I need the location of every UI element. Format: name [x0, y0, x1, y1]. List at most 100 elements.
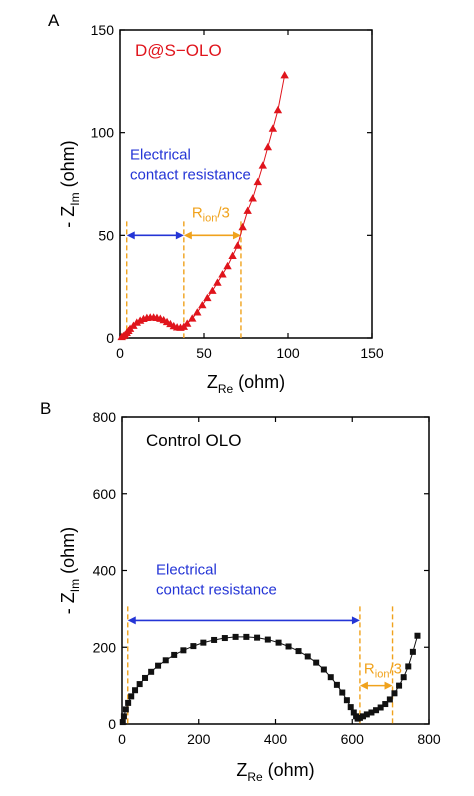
data-point [347, 704, 354, 711]
y-tick-label: 0 [106, 330, 114, 346]
y-axis-label-unit: (ohm) [58, 140, 78, 192]
y-axis-label: - ZIm (ohm) [58, 140, 82, 227]
x-tick-label: 0 [116, 345, 124, 361]
y-tick-label: 200 [93, 639, 117, 655]
chart-title: D@S−OLO [135, 41, 222, 60]
data-point [243, 206, 252, 214]
data-point [183, 319, 192, 327]
series-line [121, 75, 286, 338]
data-point [233, 241, 242, 249]
data-point [243, 633, 250, 640]
x-axis-label-sub: Re [218, 382, 234, 396]
electrical-resistance-label-line1: Electrical [130, 146, 191, 163]
data-point [200, 639, 207, 646]
y-tick-label: 800 [93, 409, 117, 425]
data-point [268, 124, 278, 132]
data-point [320, 666, 327, 673]
x-tick-label: 400 [264, 731, 288, 747]
y-axis-label-sub: Im [68, 192, 82, 205]
data-point [258, 161, 267, 169]
x-tick-label: 200 [187, 731, 211, 747]
y-axis-label-unit: (ohm) [58, 527, 78, 579]
data-point [228, 251, 237, 260]
data-point [356, 714, 363, 721]
data-point [198, 300, 207, 309]
data-point [405, 663, 412, 670]
x-axis-label-main: Z [236, 760, 247, 780]
rion-label-suffix: /3 [217, 204, 230, 221]
data-point [128, 693, 135, 700]
data-point [339, 689, 346, 696]
rion-label-main: R [192, 204, 203, 221]
data-point [190, 643, 197, 650]
rion-arrow-head-right [232, 231, 241, 240]
rion-label: Rion/3 [364, 661, 402, 681]
rion-label: Rion/3 [192, 204, 230, 224]
data-point [377, 704, 384, 711]
data-point [275, 639, 282, 646]
electrical-resistance-label-line2: contact resistance [156, 581, 277, 598]
data-point [304, 653, 311, 660]
data-point [409, 648, 416, 655]
data-point [313, 659, 320, 666]
rion-arrow-head-right [384, 681, 393, 690]
y-axis-label-main: - Z [58, 592, 78, 614]
y-axis-label-sub: Im [68, 579, 82, 592]
data-point [327, 674, 334, 681]
y-axis-label: - ZIm (ohm) [58, 527, 82, 614]
x-tick-label: 800 [417, 731, 441, 747]
data-point [253, 177, 262, 186]
data-point [359, 713, 366, 720]
data-point [148, 668, 155, 675]
data-point [386, 696, 393, 703]
plot-frame [119, 29, 373, 339]
electrical-resistance-label-line2: contact resistance [130, 166, 251, 183]
x-tick-label: 0 [118, 731, 126, 747]
x-tick-label: 600 [341, 731, 365, 747]
rion-label-suffix: /3 [389, 661, 402, 678]
rion-arrow-head-left [359, 681, 368, 690]
data-point [155, 662, 162, 669]
data-point [273, 105, 283, 114]
rion-label-sub: ion [375, 669, 390, 681]
data-point [263, 142, 273, 151]
data-point [162, 657, 169, 664]
data-point [188, 314, 197, 322]
electrical-resistance-arrow-head-right [175, 231, 184, 240]
data-point [280, 70, 289, 79]
chart-title: Control OLO [146, 431, 241, 450]
data-point [368, 709, 375, 716]
data-point [264, 636, 271, 643]
data-point [125, 699, 132, 706]
y-tick-label: 0 [108, 716, 116, 732]
panel-label: A [48, 11, 60, 30]
data-point [223, 261, 232, 270]
data-point [213, 278, 222, 286]
data-point [132, 687, 139, 694]
data-point [122, 706, 129, 713]
data-point [211, 636, 218, 643]
electrical-resistance-arrow-head-left [126, 231, 135, 240]
x-axis-label-main: Z [207, 372, 218, 392]
data-point [120, 713, 127, 720]
electrical-resistance-arrow-head-left [127, 616, 136, 625]
data-point [391, 690, 398, 697]
x-axis-label-unit: (ohm) [263, 760, 315, 780]
data-point [333, 681, 340, 688]
y-tick-label: 600 [93, 486, 117, 502]
panel-label: B [40, 399, 51, 418]
x-tick-label: 150 [360, 345, 384, 361]
data-point [232, 633, 239, 640]
rion-label-sub: ion [203, 212, 218, 224]
data-point [136, 681, 143, 688]
data-point [171, 651, 178, 658]
data-point [142, 674, 149, 681]
data-point [363, 711, 370, 718]
data-point [208, 286, 217, 294]
data-point [295, 648, 302, 655]
y-tick-label: 150 [91, 22, 115, 38]
x-tick-label: 50 [196, 345, 212, 361]
